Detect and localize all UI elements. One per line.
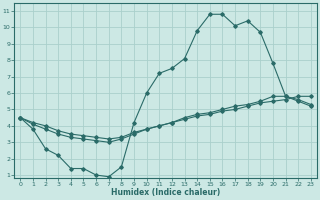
X-axis label: Humidex (Indice chaleur): Humidex (Indice chaleur) <box>111 188 220 197</box>
